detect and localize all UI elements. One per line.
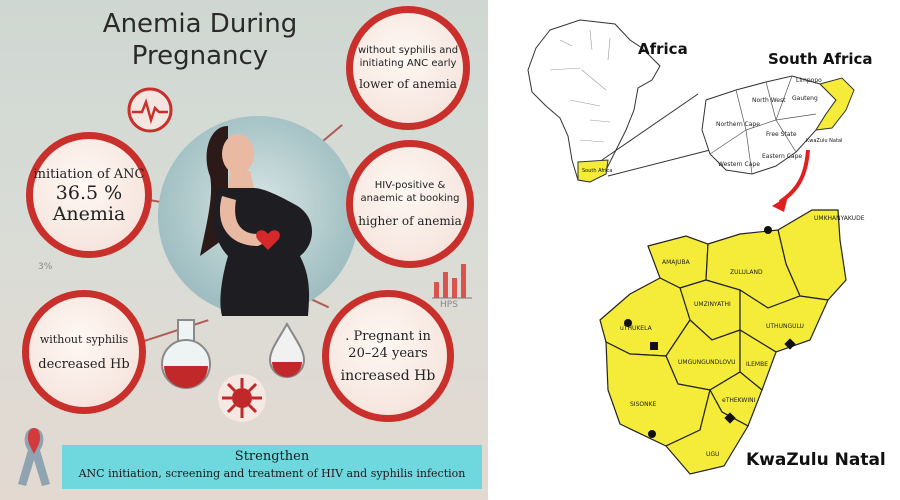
banner-heading: Strengthen xyxy=(234,449,310,464)
arrow-icon xyxy=(772,149,810,212)
town-marker xyxy=(784,338,796,350)
district-label: SISONKE xyxy=(630,401,657,408)
bubble-text: without syphilis and xyxy=(357,44,459,56)
location-maps: Africa South Africa South Africa Norther… xyxy=(490,0,900,500)
bubble-text: initiation of ANC xyxy=(33,166,145,182)
district-ugu xyxy=(665,388,749,475)
district-label: UMKHANYAKUDE xyxy=(814,215,865,222)
bubble-text: . Pregnant in xyxy=(345,328,431,344)
district-label: UGU xyxy=(706,451,719,458)
bubble-result: increased Hb xyxy=(340,367,436,384)
banner-text: ANC initiation, screening and treatment … xyxy=(78,467,466,480)
province-label: Free State xyxy=(766,131,797,138)
district-label: eTHEKWINI xyxy=(722,397,756,404)
province-label: Limpopo xyxy=(796,77,822,84)
bubble-result: decreased Hb xyxy=(38,357,130,372)
bubble-syphilis-early-anc: without syphilis and initiating ANC earl… xyxy=(346,6,470,130)
bubble-without-syphilis: without syphilis decreased Hb xyxy=(22,290,146,414)
bubble-result: lower of anemia xyxy=(359,76,457,91)
province-label: North West xyxy=(752,97,786,104)
district-label: AMAJUBA xyxy=(662,259,691,266)
province-label: Western Cape xyxy=(718,161,760,168)
title-line-1: Anemia During xyxy=(102,9,298,39)
district-label: ZULULAND xyxy=(730,269,763,276)
flask-icon xyxy=(158,318,214,394)
bubble-result: higher of anemia xyxy=(358,213,462,228)
infographic-title: Anemia During Pregnancy xyxy=(70,8,330,72)
south-africa-tag: South Africa xyxy=(582,168,613,174)
strengthen-banner: Strengthen ANC initiation, screening and… xyxy=(62,445,482,489)
district-label: UTHUNGULU xyxy=(766,323,804,330)
pregnant-woman-icon xyxy=(200,126,313,316)
title-line-2: Pregnancy xyxy=(131,41,269,71)
town-marker xyxy=(650,342,658,350)
bubble-text: without syphilis xyxy=(39,333,129,346)
bubble-pregnant-age: . Pregnant in 20–24 years increased Hb xyxy=(322,290,454,422)
pregnant-woman-illustration xyxy=(158,116,358,316)
bubble-hiv-positive: HIV-positive & anaemic at booking higher… xyxy=(346,140,474,268)
virus-icon xyxy=(214,370,270,430)
south-africa-label: South Africa xyxy=(768,50,873,68)
bubble-result: Anemia xyxy=(52,202,126,225)
bar-chart-icon xyxy=(430,258,474,306)
province-label: Eastern Cape xyxy=(762,153,802,160)
province-label: Gauteng xyxy=(792,95,818,102)
district-label: uTHUKELA xyxy=(620,325,653,332)
inset-connector-lines xyxy=(601,93,711,177)
district-label: UMZINYATHI xyxy=(694,301,731,308)
bubble-text: anaemic at booking xyxy=(360,192,460,204)
district-label: UMGUNGUNDLOVU xyxy=(678,359,736,366)
africa-map xyxy=(527,19,661,183)
district-label: ILEMBE xyxy=(746,361,768,368)
town-marker xyxy=(764,226,772,234)
town-marker xyxy=(648,430,656,438)
bubble-text: initiating ANC early xyxy=(359,57,457,69)
south-africa-map: Northern Cape Free State North West East… xyxy=(701,75,855,175)
bubble-text: 20–24 years xyxy=(348,345,428,361)
town-marker xyxy=(724,412,736,424)
blood-drop-icon xyxy=(264,320,310,386)
bubble-text: HIV-positive & xyxy=(374,179,446,191)
kwazulu-natal-label: KwaZulu Natal xyxy=(746,450,886,470)
faint-percent-label: 3% xyxy=(38,262,53,272)
kwazulu-natal-map: UMKHANYAKUDE AMAJUBA ZULULAND UMZINYATHI… xyxy=(599,209,865,475)
province-label: Northern Cape xyxy=(716,121,760,128)
awareness-ribbon-icon xyxy=(14,424,54,492)
bubble-percent: 36.5 % xyxy=(55,181,123,204)
anemia-infographic: Anemia During Pregnancy w xyxy=(0,0,488,500)
bubble-anc-initiation: initiation of ANC 36.5 % Anemia xyxy=(26,132,152,258)
heartbeat-icon xyxy=(126,86,174,138)
africa-label: Africa xyxy=(638,40,688,58)
faint-chart-label: HPS xyxy=(440,300,458,310)
town-marker xyxy=(624,319,632,327)
kzn-small-tag: KwaZulu Natal xyxy=(806,138,843,144)
